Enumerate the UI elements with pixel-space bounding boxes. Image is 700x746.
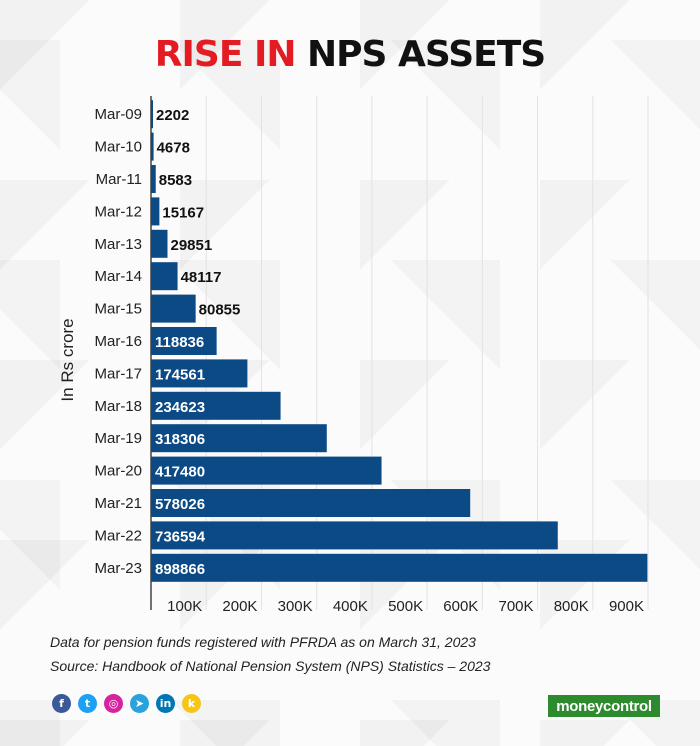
y-tick-label: Mar-16 [94, 333, 142, 350]
x-tick-label: 600K [443, 598, 478, 615]
y-tick-label: Mar-17 [94, 365, 142, 382]
x-tick-label: 700K [499, 598, 534, 615]
x-tick-label: 300K [278, 598, 313, 615]
data-label: 736594 [155, 528, 206, 545]
y-tick-label: Mar-22 [94, 527, 142, 544]
data-label: 174561 [155, 366, 205, 383]
y-tick-label: Mar-19 [94, 430, 142, 447]
facebook-icon[interactable]: f [52, 694, 71, 713]
social-links: f t ◎ ➤ in k [52, 694, 201, 713]
bar [151, 230, 167, 258]
data-label: 898866 [155, 561, 205, 578]
y-tick-label: Mar-15 [94, 301, 142, 318]
y-tick-label: Mar-14 [94, 268, 142, 285]
bar [151, 100, 153, 128]
footnote-source: Source: Handbook of National Pension Sys… [50, 658, 490, 674]
data-label: 4678 [157, 140, 190, 157]
bar [151, 165, 156, 193]
linkedin-icon[interactable]: in [156, 694, 175, 713]
bar [151, 295, 196, 323]
telegram-icon[interactable]: ➤ [130, 694, 149, 713]
data-label: 578026 [155, 496, 205, 513]
data-label: 234623 [155, 399, 205, 416]
y-tick-label: Mar-21 [94, 495, 142, 512]
data-label: 80855 [199, 302, 241, 319]
data-label: 118836 [155, 334, 204, 351]
data-label: 29851 [170, 237, 212, 254]
twitter-icon[interactable]: t [78, 694, 97, 713]
bar [151, 197, 159, 225]
data-label: 15167 [162, 204, 204, 221]
x-tick-label: 100K [167, 598, 202, 615]
x-tick-label: 900K [609, 598, 644, 615]
x-tick-label: 500K [388, 598, 423, 615]
data-label: 2202 [156, 107, 189, 124]
y-tick-label: Mar-23 [94, 560, 142, 577]
data-label: 417480 [155, 464, 205, 481]
koo-icon[interactable]: k [182, 694, 201, 713]
y-tick-label: Mar-20 [94, 463, 142, 480]
bar [151, 262, 178, 290]
y-tick-label: Mar-18 [94, 398, 142, 415]
bar [151, 133, 154, 161]
y-tick-label: Mar-11 [96, 171, 142, 188]
bar [151, 554, 647, 582]
data-label: 318306 [155, 431, 205, 448]
y-tick-label: Mar-09 [94, 106, 142, 123]
x-tick-label: 200K [222, 598, 257, 615]
y-tick-label: Mar-10 [94, 139, 142, 156]
instagram-icon[interactable]: ◎ [104, 694, 123, 713]
data-label: 48117 [181, 269, 222, 286]
moneycontrol-logo[interactable]: moneycontrol [548, 695, 660, 717]
y-tick-label: Mar-12 [94, 203, 142, 220]
footnote-data: Data for pension funds registered with P… [50, 634, 476, 650]
bar [151, 521, 558, 549]
y-tick-label: Mar-13 [94, 236, 142, 253]
x-tick-label: 400K [333, 598, 368, 615]
data-label: 8583 [159, 172, 192, 189]
x-tick-label: 800K [554, 598, 589, 615]
